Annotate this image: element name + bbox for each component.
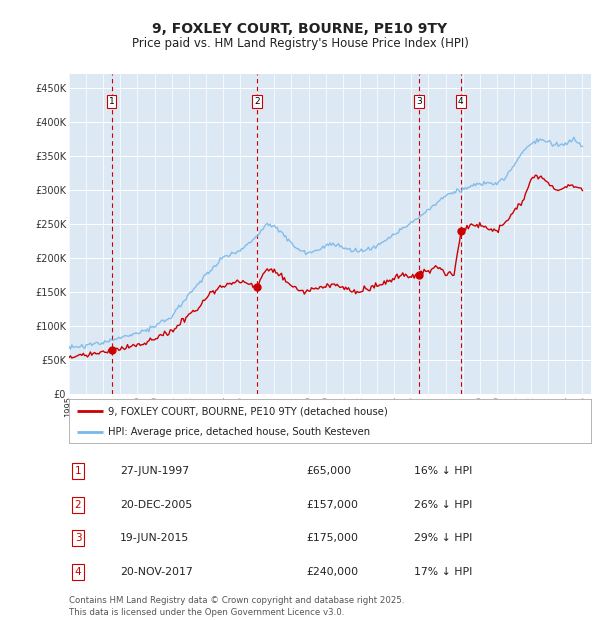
Text: 2: 2 — [254, 97, 260, 106]
Text: 27-JUN-1997: 27-JUN-1997 — [120, 466, 189, 476]
Text: 9, FOXLEY COURT, BOURNE, PE10 9TY: 9, FOXLEY COURT, BOURNE, PE10 9TY — [152, 22, 448, 36]
Text: 16% ↓ HPI: 16% ↓ HPI — [414, 466, 472, 476]
Text: 2: 2 — [74, 500, 82, 510]
Text: 3: 3 — [416, 97, 422, 106]
Text: £157,000: £157,000 — [306, 500, 358, 510]
Text: £175,000: £175,000 — [306, 533, 358, 543]
Text: 1: 1 — [109, 97, 115, 106]
Text: 17% ↓ HPI: 17% ↓ HPI — [414, 567, 472, 577]
Text: 9, FOXLEY COURT, BOURNE, PE10 9TY (detached house): 9, FOXLEY COURT, BOURNE, PE10 9TY (detac… — [108, 406, 388, 416]
Text: 20-DEC-2005: 20-DEC-2005 — [120, 500, 192, 510]
Text: £240,000: £240,000 — [306, 567, 358, 577]
Text: 4: 4 — [458, 97, 464, 106]
Text: Contains HM Land Registry data © Crown copyright and database right 2025.
This d: Contains HM Land Registry data © Crown c… — [69, 596, 404, 617]
Text: HPI: Average price, detached house, South Kesteven: HPI: Average price, detached house, Sout… — [108, 427, 370, 437]
Text: 3: 3 — [74, 533, 82, 543]
Text: 26% ↓ HPI: 26% ↓ HPI — [414, 500, 472, 510]
Text: 1: 1 — [74, 466, 82, 476]
Text: £65,000: £65,000 — [306, 466, 351, 476]
Text: 4: 4 — [74, 567, 82, 577]
Text: Price paid vs. HM Land Registry's House Price Index (HPI): Price paid vs. HM Land Registry's House … — [131, 37, 469, 50]
Text: 29% ↓ HPI: 29% ↓ HPI — [414, 533, 472, 543]
Text: 20-NOV-2017: 20-NOV-2017 — [120, 567, 193, 577]
Text: 19-JUN-2015: 19-JUN-2015 — [120, 533, 189, 543]
